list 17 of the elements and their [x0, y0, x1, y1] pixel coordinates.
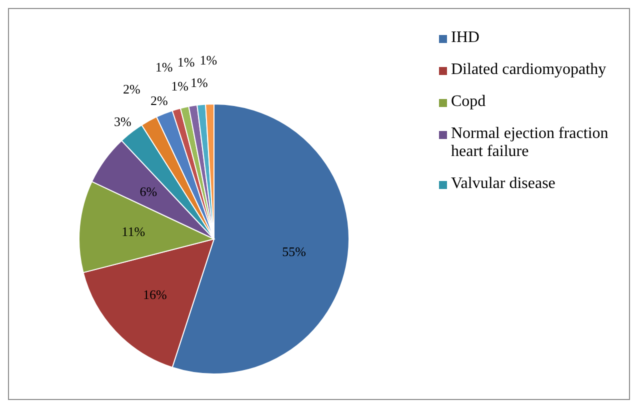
- data-label: 55%: [282, 244, 306, 260]
- data-label: 3%: [114, 114, 132, 129]
- data-label: 1%: [190, 75, 208, 90]
- data-label: 2%: [150, 92, 168, 108]
- data-label: 1%: [171, 78, 189, 94]
- data-label: 1%: [155, 60, 173, 75]
- legend-label: Dilated cardiomyopathy: [451, 61, 606, 79]
- data-label: 6%: [140, 184, 158, 199]
- data-label: 1%: [200, 52, 218, 68]
- legend-label: IHD: [451, 29, 480, 47]
- legend-label: Copd: [451, 93, 486, 111]
- data-label: 2%: [122, 82, 140, 97]
- data-label: 11%: [122, 224, 146, 239]
- data-label: 1%: [177, 54, 195, 70]
- legend-label: Valvular disease: [451, 175, 556, 193]
- legend-label: Normal ejection fraction heart failure: [451, 125, 610, 161]
- data-label: 16%: [143, 286, 168, 302]
